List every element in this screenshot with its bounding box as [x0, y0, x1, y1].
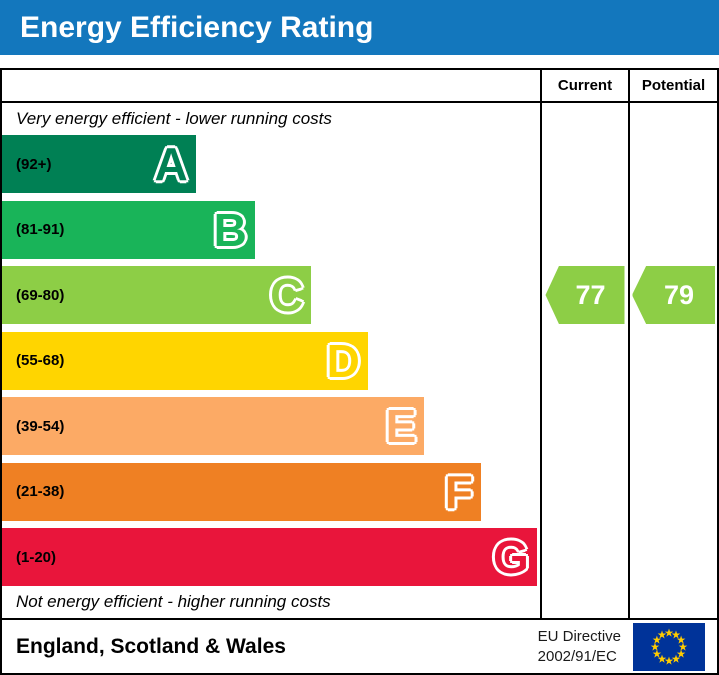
band-row-g: (1-20) G — [2, 528, 540, 586]
band-range-label: (1-20) — [16, 548, 57, 566]
title-banner: Energy Efficiency Rating — [0, 0, 719, 55]
band-row-b: (81-91) B — [2, 200, 540, 259]
band-letter: C — [270, 269, 304, 321]
band-letter: B — [213, 203, 247, 256]
eu-flag-icon — [633, 622, 705, 671]
table-header-row: Current Potential — [2, 70, 717, 103]
band-range-label: (81-91) — [16, 221, 65, 238]
band-row-c: (69-80) C — [2, 266, 540, 324]
eu-directive-label: EU Directive 2002/91/EC — [538, 627, 621, 666]
band-range-label: (69-80) — [16, 286, 65, 304]
column-header-potential: Potential — [628, 70, 717, 101]
current-column: 77 — [540, 103, 628, 618]
band-range-label: (55-68) — [16, 352, 65, 369]
epc-chart: Current Potential Very energy efficient … — [0, 68, 719, 675]
band-row-d: (55-68) D — [2, 331, 540, 390]
potential-rating-value: 79 — [663, 279, 695, 310]
band-bar-b: (81-91) B — [2, 200, 255, 259]
band-range-label: (21-38) — [16, 483, 65, 500]
column-header-current: Current — [540, 70, 628, 101]
current-rating-arrow: 77 — [545, 266, 625, 324]
band-range-label: (39-54) — [16, 417, 65, 435]
band-bar-a: (92+) A — [2, 135, 196, 193]
directive-line-2: 2002/91/EC — [537, 647, 617, 665]
band-range-label: (92+) — [16, 155, 52, 173]
band-bar-g: (1-20) G — [2, 528, 537, 586]
band-letter: G — [492, 531, 529, 583]
potential-column: 79 — [628, 103, 717, 618]
band-bar-d: (55-68) D — [2, 331, 368, 390]
top-note: Very energy efficient - lower running co… — [16, 109, 332, 128]
header-spacer — [2, 70, 540, 101]
band-row-e: (39-54) E — [2, 397, 540, 455]
band-row-f: (21-38) F — [2, 462, 540, 521]
page-title: Energy Efficiency Rating — [20, 10, 374, 44]
chart-body: Very energy efficient - lower running co… — [2, 103, 717, 618]
bands: (92+) A (81-91) B (69-80) C (55-68) D (39-54) E (2… — [2, 135, 540, 586]
band-bar-c: (69-80) C — [2, 266, 312, 324]
footer-bar: England, Scotland & Wales EU Directive 2… — [2, 618, 717, 673]
bars-pane: Very energy efficient - lower running co… — [2, 103, 540, 618]
directive-line-1: EU Directive — [537, 628, 621, 645]
band-letter: E — [385, 400, 417, 452]
potential-rating-arrow: 79 — [632, 266, 715, 324]
region-label: England, Scotland & Wales — [16, 634, 286, 658]
band-row-a: (92+) A — [2, 135, 540, 193]
band-letter: A — [154, 138, 188, 190]
band-bar-e: (39-54) E — [2, 397, 425, 455]
band-letter: F — [444, 465, 473, 518]
bottom-note: Not energy efficient - higher running co… — [16, 592, 331, 611]
band-bar-f: (21-38) F — [2, 462, 481, 521]
band-letter: D — [326, 334, 360, 387]
current-rating-value: 77 — [575, 279, 606, 310]
